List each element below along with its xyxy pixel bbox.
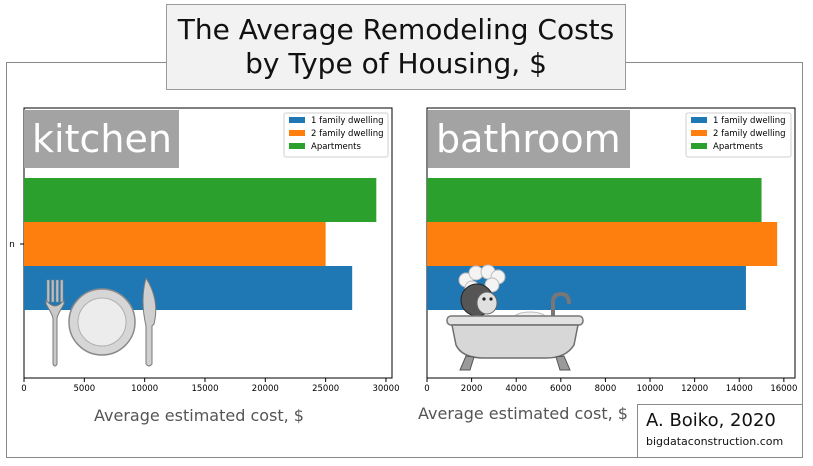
xtick-label-bathroom: 8000 <box>595 384 617 394</box>
xtick-label-kitchen: 25000 <box>312 384 339 394</box>
legend-swatch-kitchen <box>289 117 305 123</box>
bar-kitchen-1-family-dwelling <box>24 266 353 310</box>
xtick-label-bathroom: 2000 <box>461 384 483 394</box>
xtick-label-bathroom: 14000 <box>726 384 753 394</box>
plate-fork-knife-icon <box>45 276 157 367</box>
panel-label-kitchen: kitchen <box>24 110 179 168</box>
credit-author: A. Boiko, 2020 <box>646 410 776 431</box>
credit-site: bigdataconstruction.com <box>646 435 784 448</box>
legend-entry-bathroom: 1 family dwelling <box>713 116 786 126</box>
figure-title: The Average Remodeling Costs by Type of … <box>166 4 626 90</box>
legend-entry-bathroom: 2 family dwelling <box>713 129 786 139</box>
xtick-label-bathroom: 4000 <box>505 384 527 394</box>
legend-entry-kitchen: Apartments <box>311 142 361 152</box>
xtick-label-kitchen: 30000 <box>372 384 399 394</box>
legend-entry-kitchen: 1 family dwelling <box>311 116 384 126</box>
legend-kitchen: 1 family dwelling 2 family dwelling Apartm… <box>283 112 389 158</box>
title-line-1: The Average Remodeling Costs <box>177 13 615 46</box>
legend-swatch-bathroom <box>691 130 707 136</box>
bar-bathroom-2-family-dwelling <box>427 222 778 266</box>
legend-entry-kitchen: 2 family dwelling <box>311 129 384 139</box>
credit-box: A. Boiko, 2020 bigdataconstruction.com <box>637 404 803 458</box>
xtick-label-kitchen: 10000 <box>131 384 158 394</box>
legend-swatch-bathroom <box>691 143 707 149</box>
legend-entry-bathroom: Apartments <box>713 142 763 152</box>
legend-box-kitchen <box>283 112 389 158</box>
person-in-bathtub-icon <box>446 264 584 371</box>
xtick-label-bathroom: 10000 <box>637 384 664 394</box>
legend-swatch-bathroom <box>691 117 707 123</box>
legend-bathroom: 1 family dwelling 2 family dwelling Apartm… <box>685 112 792 158</box>
xtick-label-kitchen: 0 <box>21 384 26 394</box>
xlabel-kitchen: Average estimated cost, $ <box>94 406 304 425</box>
xtick-label-bathroom: 12000 <box>681 384 708 394</box>
xtick-label-bathroom: 6000 <box>550 384 572 394</box>
xtick-label-bathroom: 16000 <box>770 384 797 394</box>
chart-kitchen: n 0 5000 10000 15000 20000 25000 30000 1 family … <box>9 107 399 394</box>
legend-swatch-kitchen <box>289 130 305 136</box>
xtick-label-bathroom: 0 <box>424 384 429 394</box>
legend-swatch-kitchen <box>289 143 305 149</box>
bar-kitchen-2-family-dwelling <box>24 222 326 266</box>
bar-bathroom-apartments <box>427 178 762 222</box>
title-line-2: by Type of Housing, $ <box>245 47 547 80</box>
legend-box-bathroom <box>685 112 792 158</box>
xtick-label-kitchen: 5000 <box>74 384 96 394</box>
xtick-label-kitchen: 20000 <box>252 384 279 394</box>
xlabel-bathroom: Average estimated cost, $ <box>418 404 628 423</box>
ytick-label-kitchen: n <box>9 240 15 250</box>
panel-label-bathroom: bathroom <box>428 110 630 168</box>
bar-kitchen-apartments <box>24 178 377 222</box>
xtick-label-kitchen: 15000 <box>191 384 218 394</box>
